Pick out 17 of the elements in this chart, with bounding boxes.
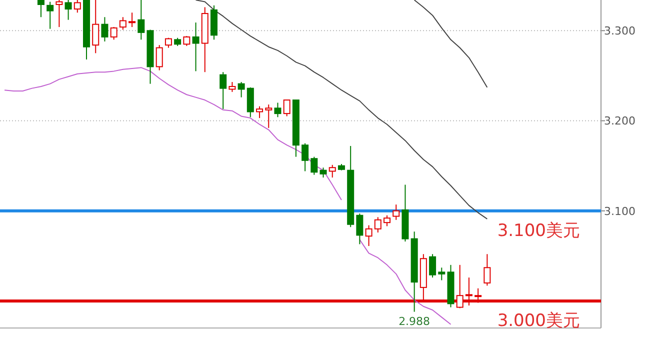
candlestick — [410, 231, 418, 312]
candlestick — [56, 0, 63, 28]
ref-line-label: 3.000美元 — [497, 310, 580, 331]
candlestick — [92, 0, 100, 54]
candlestick — [156, 44, 163, 71]
candlestick — [192, 22, 200, 72]
y-tick-label: 3.200 — [604, 114, 636, 128]
annotation: 2.988 — [398, 314, 430, 328]
candlestick — [447, 264, 454, 308]
ref-line-label: 3.100美元 — [497, 220, 580, 241]
y-tick-label: 3.100 — [604, 204, 636, 218]
line-series — [414, 0, 488, 88]
candlestick — [138, 0, 145, 40]
candlestick — [201, 6, 208, 73]
candlestick — [220, 72, 227, 110]
line-series — [195, 0, 488, 220]
y-tick-label: 3.300 — [604, 24, 636, 38]
